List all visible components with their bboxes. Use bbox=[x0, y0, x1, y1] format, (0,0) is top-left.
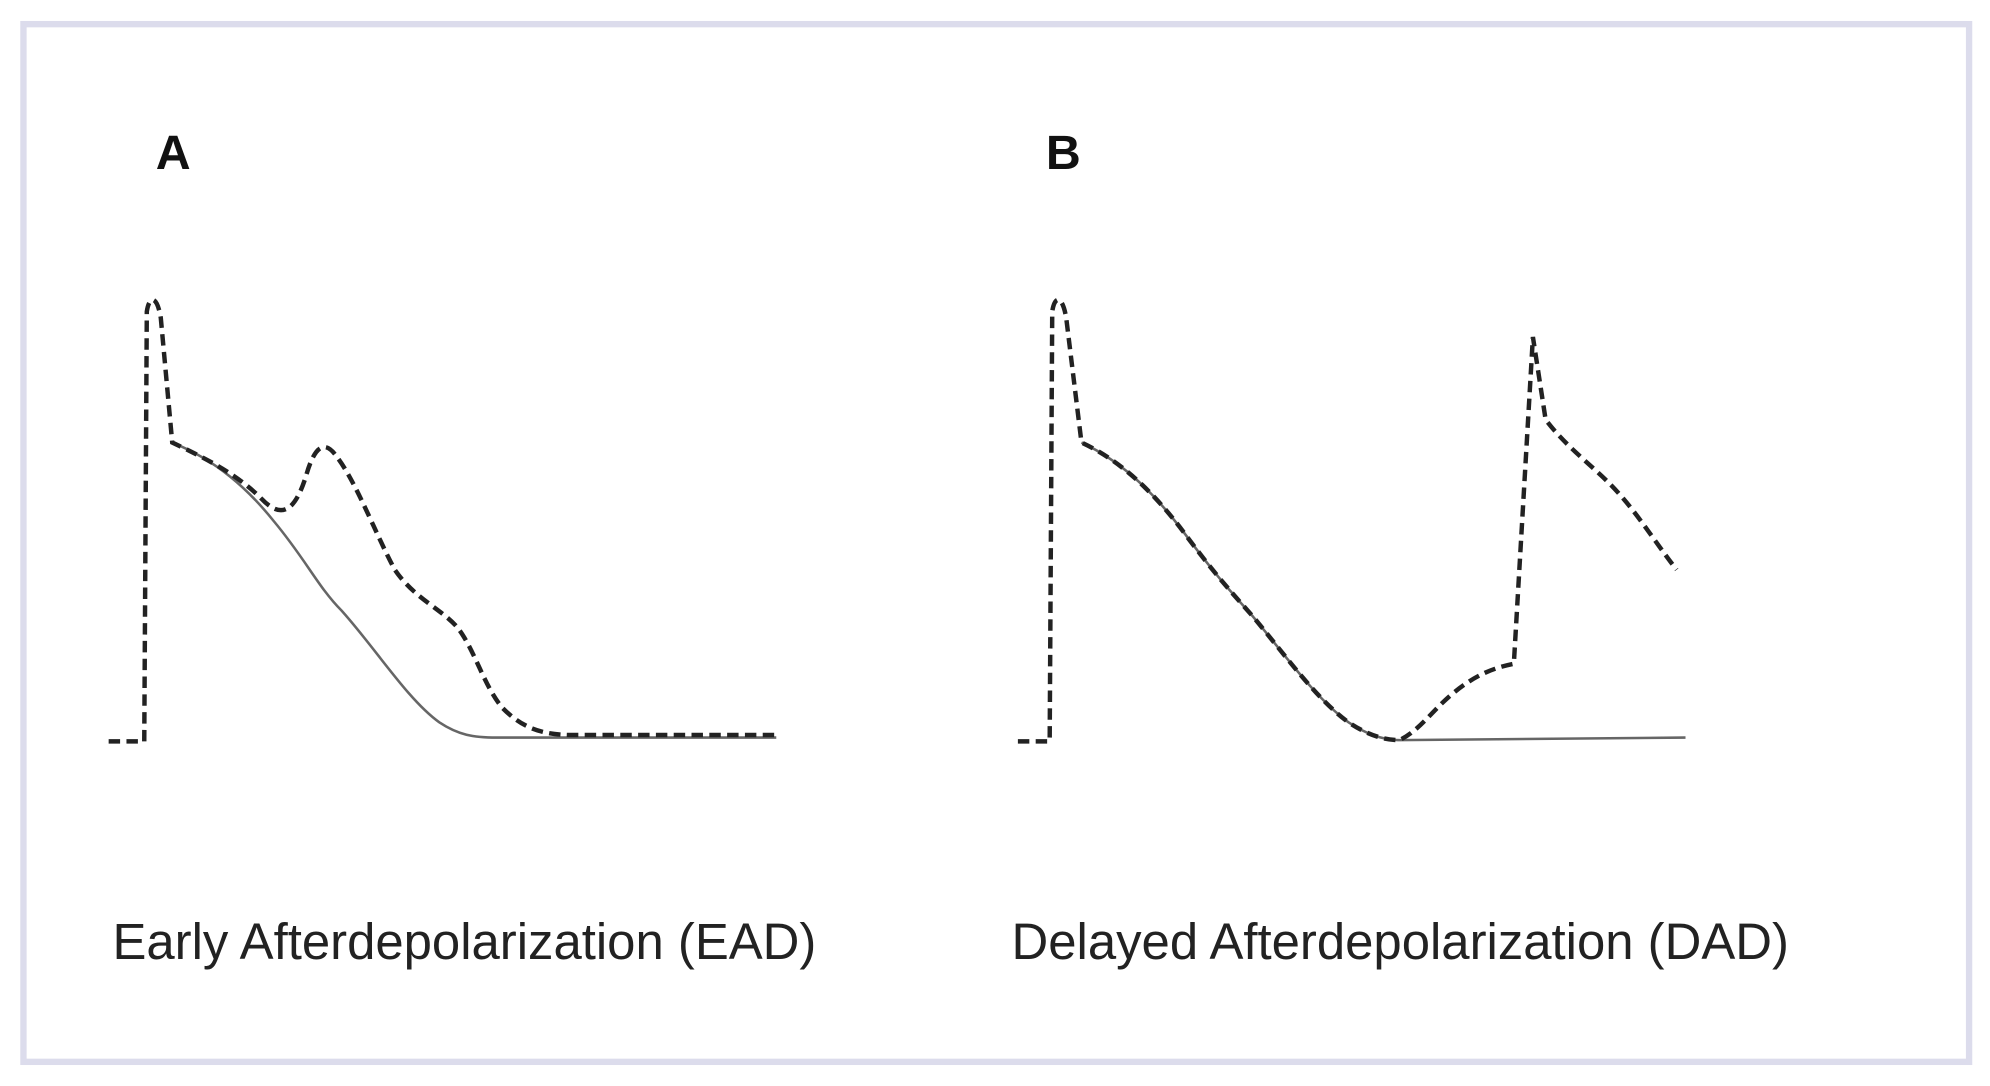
normal-trace bbox=[171, 441, 777, 739]
frame bbox=[20, 20, 1973, 1066]
panel-label: A bbox=[156, 126, 191, 180]
panel-caption: Delayed Afterdepolarization (DAD) bbox=[1012, 913, 1789, 970]
panel-label: B bbox=[1046, 126, 1081, 180]
panel-caption: Early Afterdepolarization (EAD) bbox=[112, 913, 816, 970]
panel-b: B Delayed Afterdepolarization (DAD) bbox=[1012, 126, 1789, 970]
dad-trace bbox=[1017, 297, 1679, 744]
ead-trace bbox=[108, 297, 777, 744]
panel-a: A Early Afterdepolarization (EAD) bbox=[108, 126, 816, 970]
